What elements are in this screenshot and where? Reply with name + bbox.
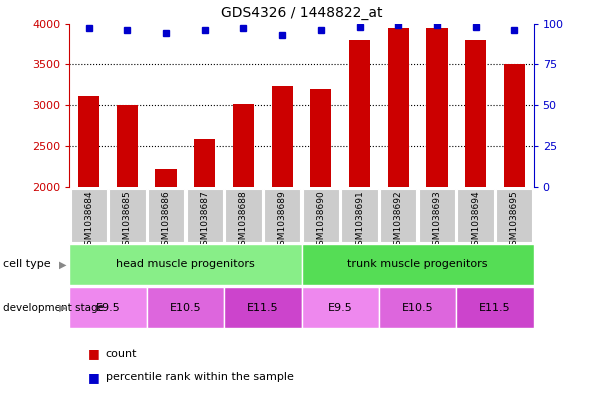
Bar [465,40,486,187]
Bar [156,169,177,187]
Text: GSM1038692: GSM1038692 [394,190,403,251]
Text: ■: ■ [87,371,99,384]
Bar [117,105,138,187]
Text: E9.5: E9.5 [328,303,353,312]
Bar [302,287,379,328]
Bar [302,244,534,285]
Text: trunk muscle progenitors: trunk muscle progenitors [347,259,488,269]
Text: percentile rank within the sample: percentile rank within the sample [106,372,294,382]
Text: E11.5: E11.5 [247,303,279,312]
Bar [458,189,494,242]
Text: GSM1038687: GSM1038687 [200,190,209,251]
Bar [226,189,262,242]
Bar [69,287,147,328]
Title: GDS4326 / 1448822_at: GDS4326 / 1448822_at [221,6,382,20]
Bar [233,104,254,187]
Bar [224,287,302,328]
Text: E9.5: E9.5 [96,303,121,312]
Bar [303,189,339,242]
Text: GSM1038689: GSM1038689 [277,190,286,251]
Bar [426,28,447,187]
Text: GSM1038686: GSM1038686 [162,190,171,251]
Bar [271,86,293,187]
Text: head muscle progenitors: head muscle progenitors [116,259,255,269]
Bar [388,28,409,187]
Bar [71,189,107,242]
Text: ▶: ▶ [59,303,66,312]
Text: E10.5: E10.5 [402,303,434,312]
Text: ▶: ▶ [59,259,66,269]
Bar [186,189,223,242]
Text: GSM1038685: GSM1038685 [123,190,132,251]
Text: cell type: cell type [3,259,51,269]
Text: E10.5: E10.5 [169,303,201,312]
Bar [310,89,332,187]
Bar [341,189,377,242]
Bar [418,189,455,242]
Bar [504,64,525,187]
Text: GSM1038693: GSM1038693 [432,190,441,251]
Bar [496,189,532,242]
Bar [456,287,534,328]
Bar [109,189,145,242]
Text: GSM1038691: GSM1038691 [355,190,364,251]
Bar [69,244,302,285]
Bar [380,189,417,242]
Bar [147,287,224,328]
Text: development stage: development stage [3,303,104,312]
Text: GSM1038694: GSM1038694 [471,190,480,251]
Bar [78,96,99,187]
Bar [264,189,300,242]
Text: GSM1038688: GSM1038688 [239,190,248,251]
Text: count: count [106,349,137,359]
Bar [194,140,215,187]
Bar [349,40,370,187]
Bar [379,287,456,328]
Text: E11.5: E11.5 [479,303,511,312]
Text: GSM1038695: GSM1038695 [510,190,519,251]
Text: GSM1038684: GSM1038684 [84,190,93,251]
Bar [148,189,185,242]
Text: ■: ■ [87,347,99,360]
Text: GSM1038690: GSM1038690 [317,190,326,251]
